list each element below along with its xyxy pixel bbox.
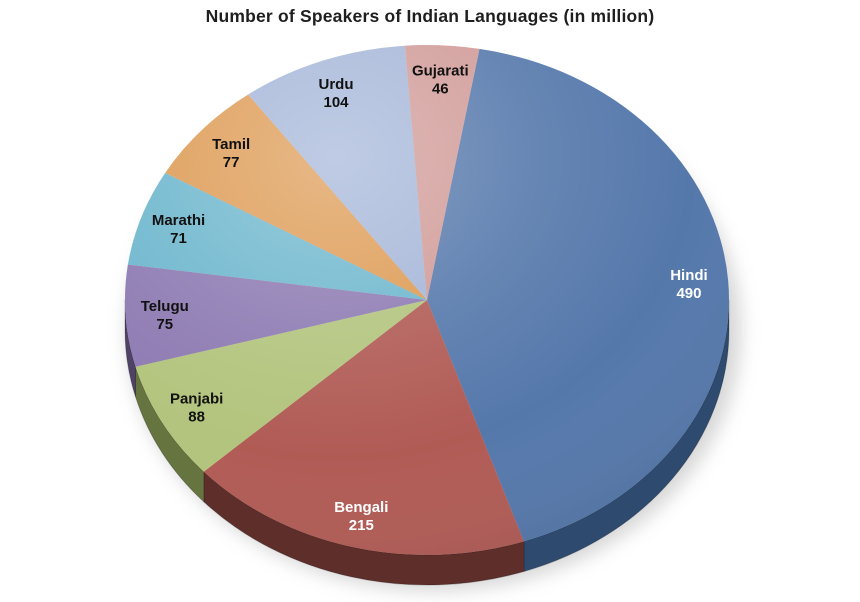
pie-labels: Hindi 490 Bengali 215 Panjabi 88 Telugu 75 Marat…: [141, 62, 708, 533]
slice-label-urdu: Urdu 104: [319, 76, 354, 111]
slice-label-gujarati: Gujarati 46: [412, 62, 469, 97]
chart-title: Number of Speakers of Indian Languages (…: [205, 6, 655, 26]
slice-label-marathi: Marathi 71: [152, 212, 205, 247]
slice-label-panjabi: Panjabi 88: [170, 391, 223, 426]
slice-label-tamil: Tamil 77: [212, 136, 250, 171]
pie-slices: [124, 45, 730, 556]
slice-label-hindi: Hindi 490: [670, 267, 708, 302]
slice-label-telugu: Telugu 75: [141, 298, 189, 333]
slice-label-bengali: Bengali 215: [334, 499, 388, 534]
